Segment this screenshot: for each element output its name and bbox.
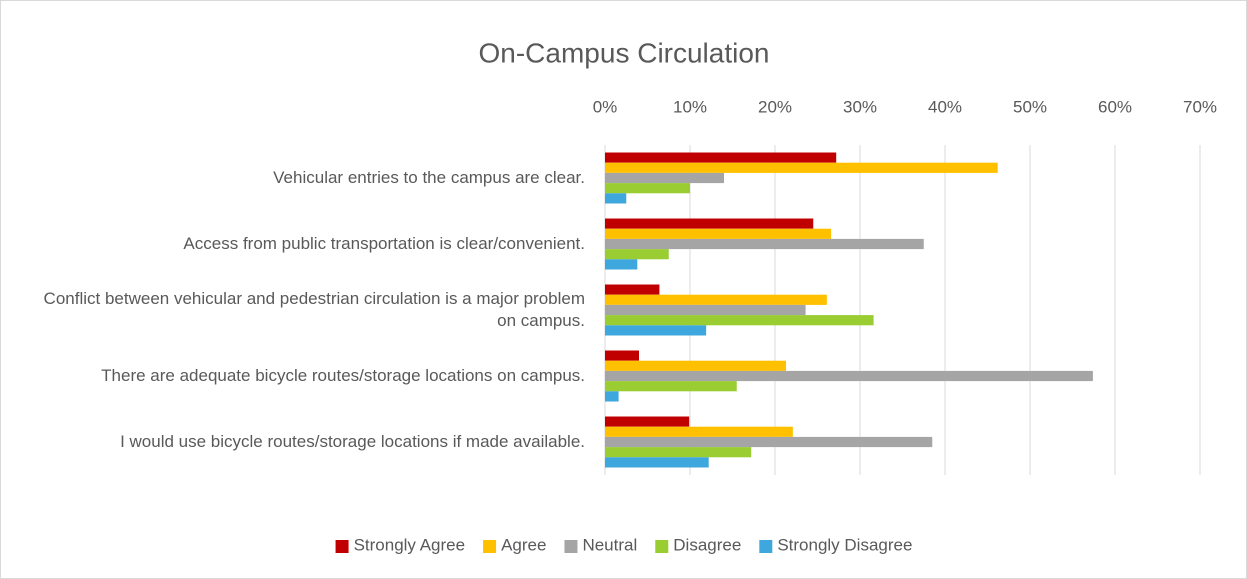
- legend-swatch: [655, 540, 669, 553]
- bar: [605, 457, 709, 468]
- x-tick-label: 60%: [1098, 97, 1132, 116]
- legend-swatch: [483, 540, 497, 553]
- bar: [605, 259, 638, 270]
- bar: [605, 416, 690, 427]
- x-tick-label: 40%: [928, 97, 962, 116]
- legend-label: Strongly Disagree: [777, 535, 912, 554]
- bar: [605, 249, 669, 260]
- bar: [605, 370, 1093, 382]
- x-tick-label: 20%: [758, 97, 792, 116]
- bar: [605, 304, 806, 316]
- bar: [605, 315, 874, 326]
- legend-label: Agree: [501, 535, 546, 554]
- bar: [605, 360, 787, 371]
- bar: [605, 284, 660, 295]
- legend-label: Strongly Agree: [354, 535, 466, 554]
- bar: [605, 381, 737, 392]
- bar: [605, 325, 707, 336]
- bar: [605, 218, 814, 229]
- legend-swatch: [759, 540, 773, 553]
- legend-label: Disagree: [673, 535, 741, 554]
- x-tick-label: 10%: [673, 97, 707, 116]
- bar: [605, 350, 639, 361]
- y-tick-label: There are adequate bicycle routes/storag…: [101, 366, 585, 385]
- bar: [605, 294, 827, 305]
- chart-title: On-Campus Circulation: [479, 37, 770, 68]
- bar: [605, 193, 627, 204]
- y-tick-label: I would use bicycle routes/storage locat…: [120, 432, 585, 451]
- legend-label: Neutral: [582, 535, 637, 554]
- bar: [605, 426, 793, 437]
- bar: [605, 152, 837, 163]
- y-tick-label: Vehicular entries to the campus are clea…: [273, 168, 585, 187]
- x-tick-label: 0%: [593, 97, 618, 116]
- bar: [605, 447, 752, 458]
- bar: [605, 228, 832, 239]
- bar: [605, 436, 933, 448]
- x-tick-label: 30%: [843, 97, 877, 116]
- bar: [605, 183, 690, 194]
- y-tick-label: Access from public transportation is cle…: [183, 234, 585, 253]
- bar: [605, 162, 998, 173]
- bar: [605, 172, 724, 184]
- bar: [605, 391, 619, 402]
- legend-swatch: [564, 540, 578, 553]
- bar: [605, 238, 924, 250]
- x-tick-label: 70%: [1183, 97, 1217, 116]
- legend-swatch: [335, 540, 349, 553]
- y-tick-label: Conflict between vehicular and pedestria…: [43, 289, 585, 330]
- x-tick-label: 50%: [1013, 97, 1047, 116]
